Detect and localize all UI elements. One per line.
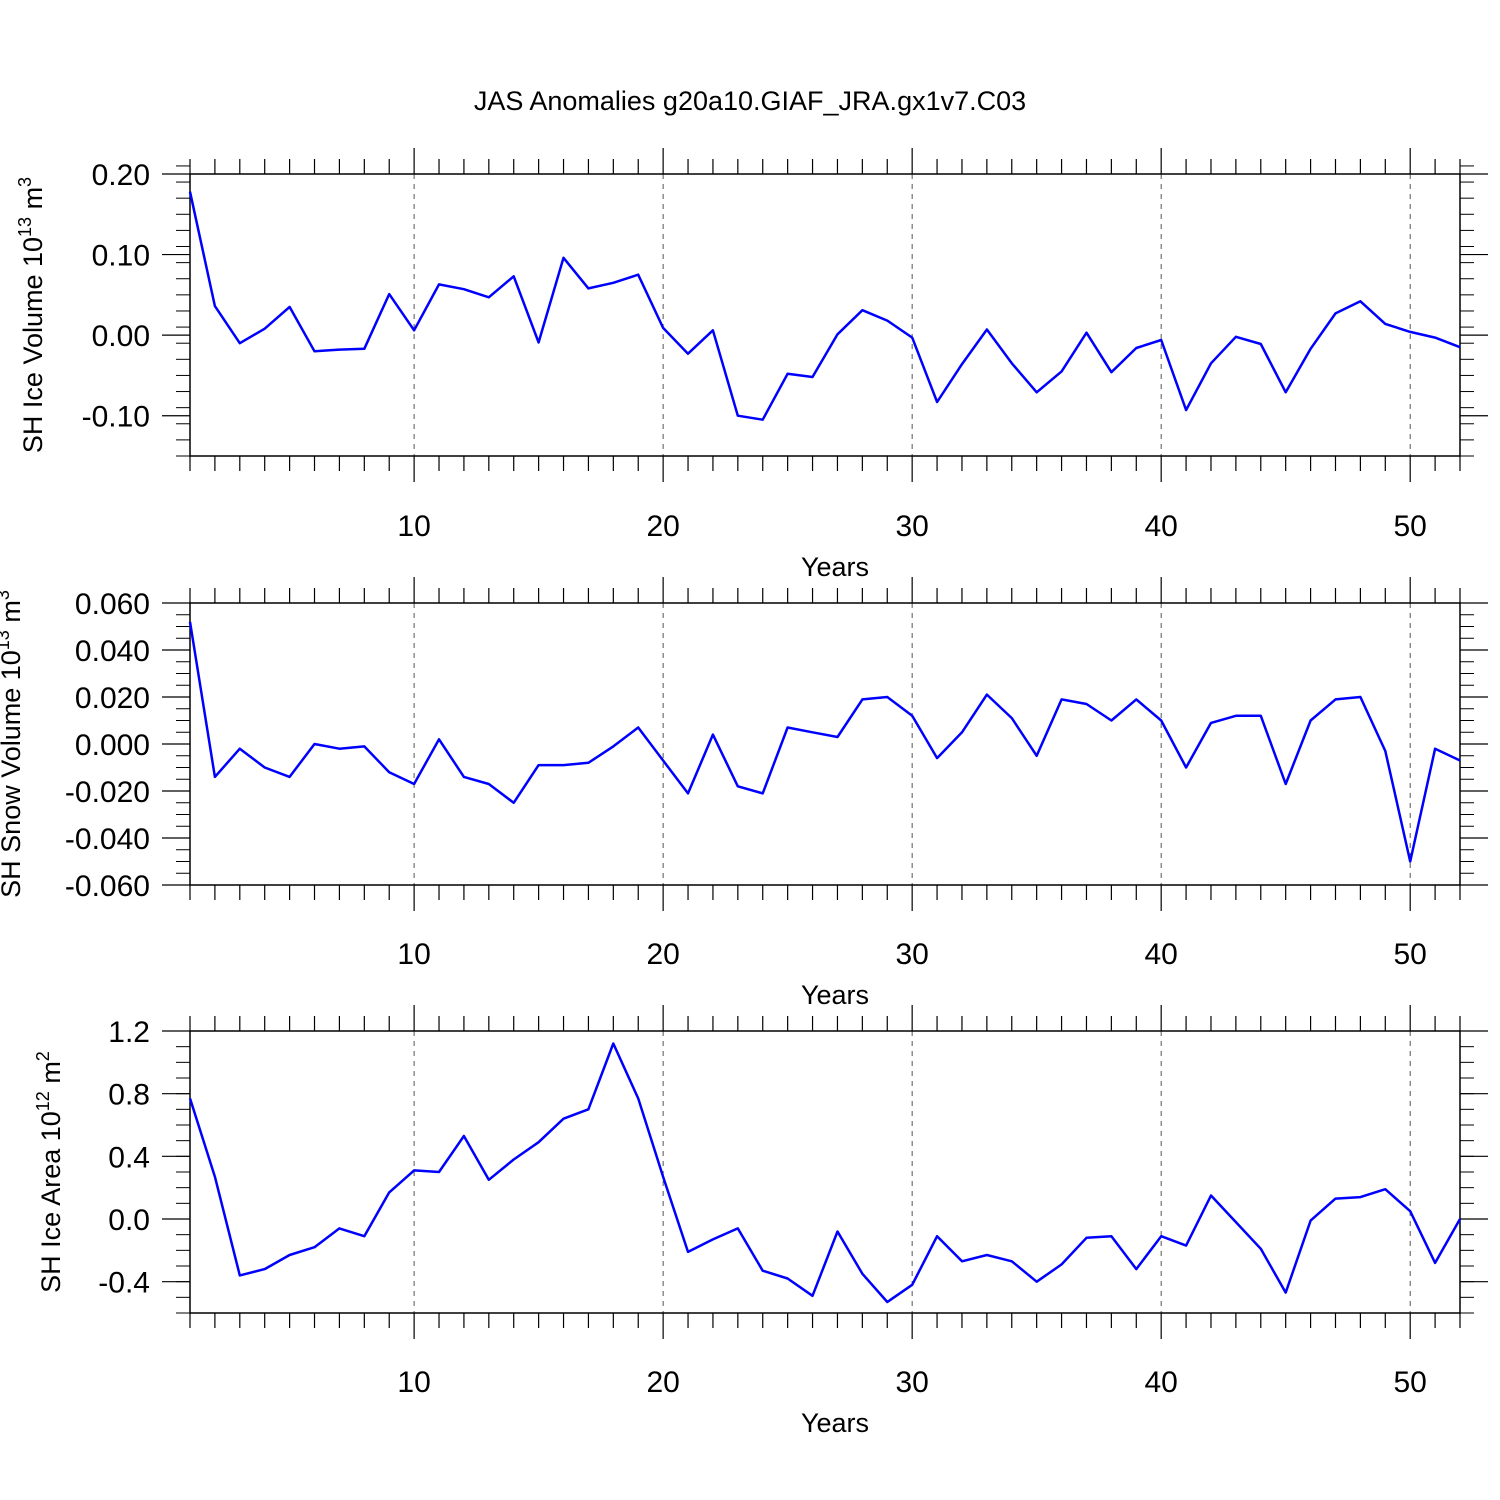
plot-frame [189,1030,1461,1314]
x-tick-label: 50 [1394,938,1427,971]
x-tick-label: 20 [646,938,679,971]
y-tick-label: 1.2 [108,1016,150,1049]
y-axis-title: SH Ice Area 1012 m2 [33,1051,66,1293]
panel-2: 0.060 0.040 0.020 0.000 -0.020 -0.040 -0.060 10… [0,577,1488,1010]
x-tick-label: 40 [1144,938,1177,971]
y-tick-label: 0.000 [75,729,150,762]
y-tick-label: 0.8 [108,1079,150,1112]
x-tick-label: 20 [646,510,679,543]
x-tick-label: 40 [1144,1366,1177,1399]
x-tick-label: 30 [895,1366,928,1399]
y-axis-title: SH Ice Volume 1013 m3 [15,177,48,453]
x-axis-title: Years [801,552,869,582]
data-series-line [188,191,1461,421]
y-tick-label: 0.0 [108,1204,150,1237]
plot-frame [189,602,1461,886]
y-tick-label: -0.020 [65,776,150,809]
y-tick-label: -0.4 [98,1267,150,1300]
y-tick-label: 0.040 [75,635,150,668]
plot-frame [189,173,1461,457]
y-tick-label: 0.4 [108,1141,150,1174]
data-series-line [188,621,1461,863]
y-tick-label: -0.040 [65,823,150,856]
y-tick-label: 0.00 [92,320,150,353]
chart-title: JAS Anomalies g20a10.GIAF_JRA.gx1v7.C03 [473,86,1027,116]
x-tick-label: 20 [646,1366,679,1399]
x-axis-title: Years [801,980,869,1010]
y-tick-label: 0.10 [92,240,150,273]
y-tick-label: -0.10 [82,401,150,434]
x-tick-label: 10 [397,938,430,971]
x-axis-title: Years [801,1408,869,1438]
x-tick-label: 10 [397,510,430,543]
panel-1: 0.20 0.10 0.00 -0.10 10 20 30 40 50 Years SH Ice V… [15,148,1488,582]
data-series-line [188,1042,1462,1304]
x-tick-label: 30 [895,510,928,543]
x-tick-label: 50 [1394,510,1427,543]
y-tick-label: 0.060 [75,588,150,621]
y-axis-title: SH Snow Volume 1013 m3 [0,590,26,898]
x-tick-label: 50 [1394,1366,1427,1399]
y-tick-label: 0.020 [75,682,150,715]
x-tick-label: 30 [895,938,928,971]
x-tick-label: 40 [1144,510,1177,543]
y-tick-label: 0.20 [92,159,150,192]
x-tick-label: 10 [397,1366,430,1399]
y-tick-label: -0.060 [65,870,150,903]
panel-3: 1.2 0.8 0.4 0.0 -0.4 10 20 30 40 50 Years SH Ice Ar… [33,1005,1488,1438]
